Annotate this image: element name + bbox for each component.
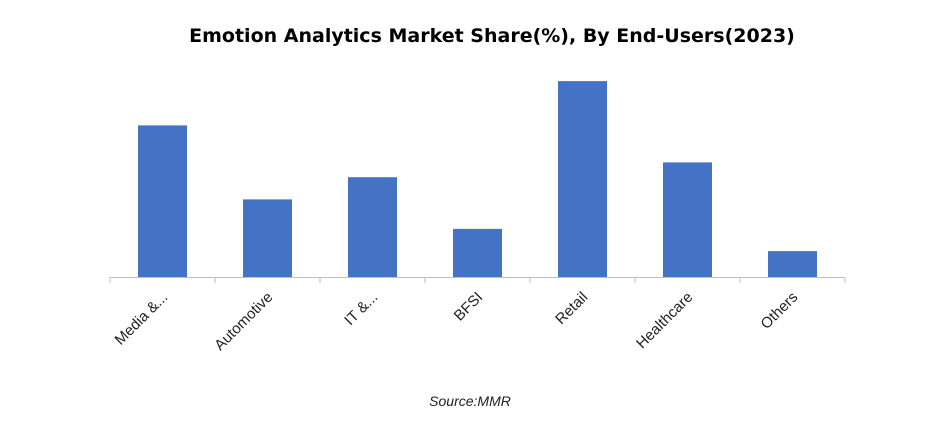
bar-0	[138, 125, 187, 278]
bar-6	[768, 251, 817, 277]
bar-3	[453, 228, 502, 277]
bar-4	[558, 81, 607, 277]
x-tick-label: Automotive	[211, 289, 276, 354]
x-tick-label: Healthcare	[633, 289, 696, 352]
source-label: Source:MMR	[429, 393, 511, 409]
x-tick-label: IT &...	[341, 289, 381, 329]
bar-2	[348, 177, 397, 277]
bars-layer	[138, 81, 817, 278]
x-tick-label: Others	[757, 289, 801, 333]
bar-1	[243, 199, 292, 277]
x-tick-label: Media &...	[112, 289, 172, 349]
x-ticks-layer	[109, 277, 846, 283]
x-tick-label: Retail	[552, 289, 591, 328]
chart-title: Emotion Analytics Market Share(%), By En…	[189, 25, 795, 47]
x-tick-label: BFSI	[451, 289, 487, 325]
x-tick-labels-layer: Media &... Automotive IT &... BFSI Retail Hea…	[112, 289, 802, 354]
bar-5	[663, 162, 712, 277]
